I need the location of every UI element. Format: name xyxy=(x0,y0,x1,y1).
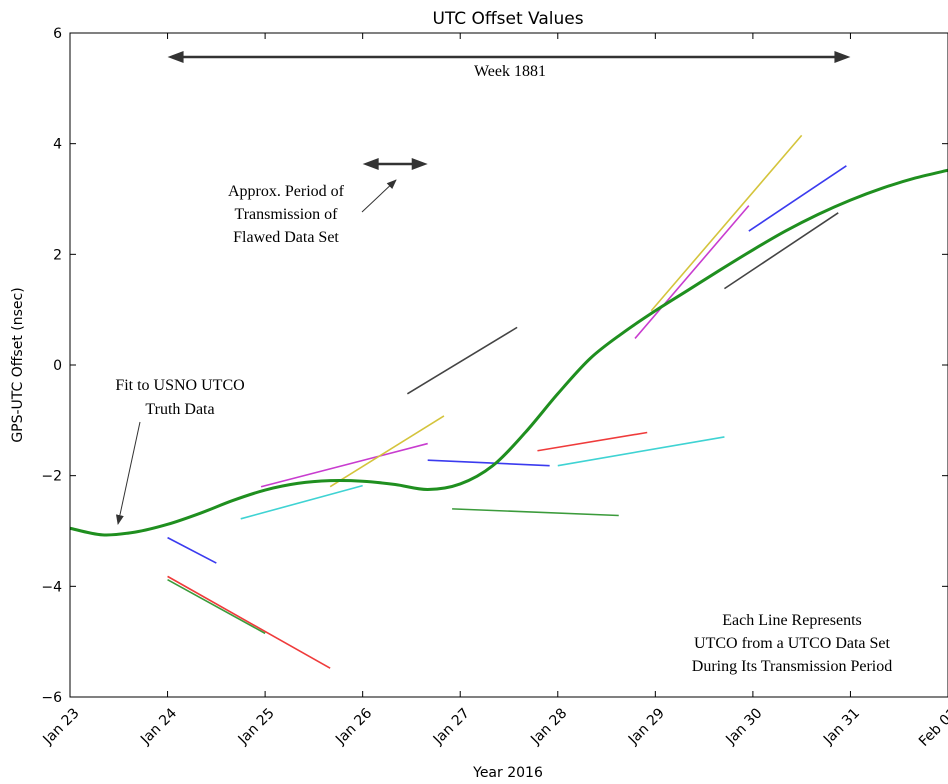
truth-fit-curve xyxy=(69,168,948,537)
x-tick-label: Feb 01 xyxy=(916,705,948,750)
plot-frame xyxy=(69,32,948,698)
y-tick-label: −2 xyxy=(41,469,62,485)
fit-pointer xyxy=(115,421,141,525)
flawed-label-line3: Flawed Data Set xyxy=(233,229,339,246)
y-tick-label: 6 xyxy=(53,26,62,42)
data-set-line-10 xyxy=(537,431,648,452)
x-tick-label: Jan 28 xyxy=(527,705,570,748)
flawed-period-arrowhead-right xyxy=(411,158,428,170)
data-set-line-8 xyxy=(427,459,550,467)
y-tick-label: 2 xyxy=(53,247,62,263)
week-label: Week 1881 xyxy=(474,63,546,80)
data-set-line-13 xyxy=(650,134,803,312)
x-tick-label: Jan 30 xyxy=(722,705,765,748)
x-tick-label: Jan 23 xyxy=(40,705,83,748)
data-set-line-6 xyxy=(329,415,445,488)
x-tick-label: Jan 27 xyxy=(430,705,473,748)
data-set-line-1 xyxy=(167,536,217,564)
x-tick-label: Jan 24 xyxy=(137,705,180,748)
week-span-arrowhead-right xyxy=(834,51,851,63)
flawed-label-line1: Approx. Period of xyxy=(228,183,345,200)
data-set-line-3 xyxy=(167,578,266,635)
plot-area xyxy=(69,134,948,669)
x-tick-label: Jan 31 xyxy=(820,705,863,748)
y-axis-label: GPS-UTC Offset (nsec) xyxy=(10,287,26,442)
fit-label-line2: Truth Data xyxy=(145,401,214,418)
data-set-line-11 xyxy=(557,436,725,467)
data-set-line-2 xyxy=(167,575,331,669)
data-set-line-15 xyxy=(748,165,847,232)
x-axis-label: Year 2016 xyxy=(472,765,543,781)
data-set-line-14 xyxy=(723,212,839,290)
flawed-period-arrowhead-left xyxy=(362,158,379,170)
week-span-arrowhead-left xyxy=(167,51,184,63)
x-tick-label: Jan 26 xyxy=(332,705,375,748)
note-line1: Each Line Represents xyxy=(722,612,862,629)
y-tick-label: −6 xyxy=(41,690,62,706)
y-tick-label: 0 xyxy=(53,358,62,374)
data-set-line-9 xyxy=(452,508,619,517)
data-set-line-5 xyxy=(260,442,428,488)
data-set-line-7 xyxy=(406,326,518,395)
note-line2: UTCO from a UTCO Data Set xyxy=(694,635,891,652)
x-tick-label: Jan 29 xyxy=(625,705,668,748)
data-set-line-12 xyxy=(634,205,750,339)
data-set-line-4 xyxy=(240,484,363,520)
chart-title: UTC Offset Values xyxy=(432,9,583,29)
flawed-period-pointer xyxy=(361,179,397,213)
note-line3: During Its Transmission Period xyxy=(692,658,892,675)
y-axis: −6 −4 −2 0 2 4 6 xyxy=(41,26,948,706)
fit-label-line1: Fit to USNO UTCO xyxy=(115,377,244,394)
y-tick-label: 4 xyxy=(53,137,62,153)
y-tick-label: −4 xyxy=(41,579,62,595)
flawed-label-line2: Transmission of xyxy=(235,206,339,223)
x-tick-label: Jan 25 xyxy=(235,705,278,748)
